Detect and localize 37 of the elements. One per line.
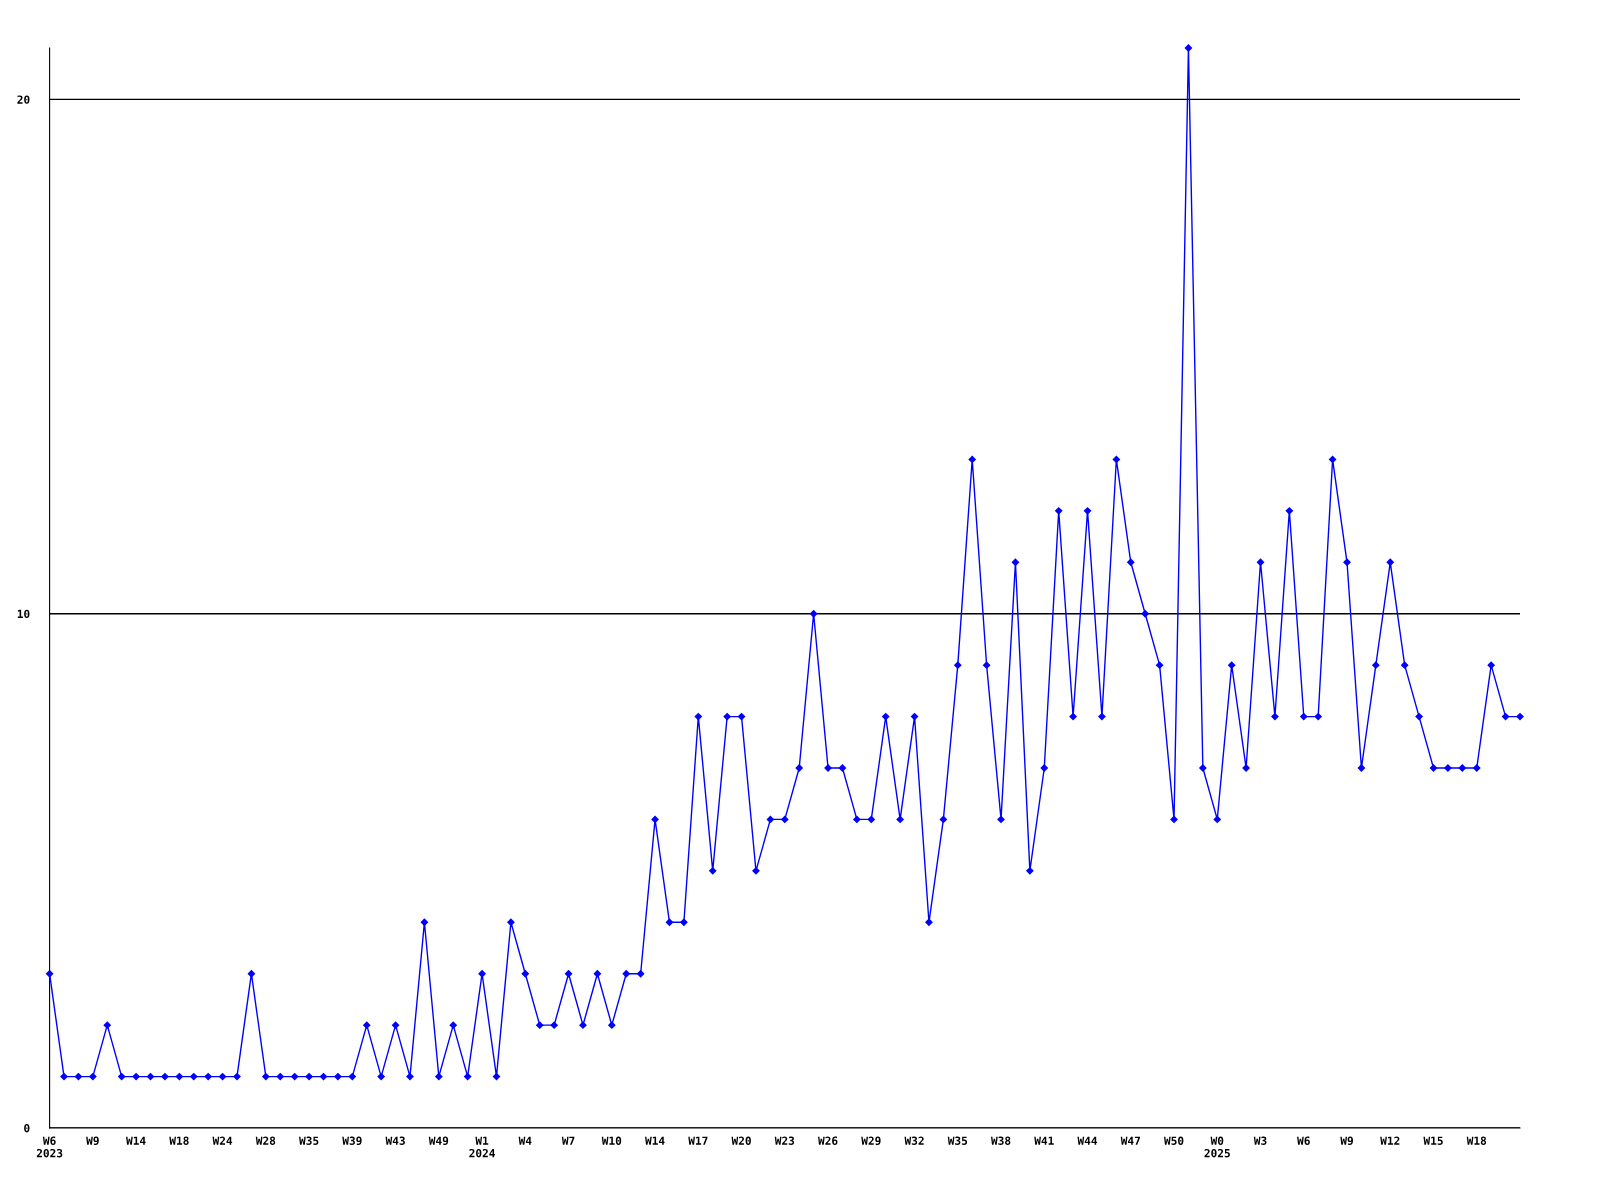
x-tick-label: W14	[126, 1136, 146, 1145]
x-tick-label: W7	[561, 1136, 575, 1145]
x-tick-label: W3	[1253, 1136, 1267, 1145]
x-tick-label: W28	[255, 1136, 276, 1145]
x-tick-label: W15	[1423, 1136, 1443, 1145]
x-tick-label: W17	[688, 1136, 708, 1145]
y-tick-label: 20	[17, 95, 30, 104]
x-tick-label: W47	[1120, 1136, 1140, 1145]
x-tick-label: W41	[1034, 1136, 1054, 1145]
x-tick-label: W49	[428, 1136, 449, 1145]
x-tick-label: W50	[1163, 1136, 1184, 1145]
x-tick-label: W24	[212, 1136, 233, 1145]
x-tick-label: W10	[601, 1136, 622, 1145]
x-tick-label: W35	[947, 1136, 968, 1145]
x-tick-label: W20	[731, 1136, 751, 1145]
x-tick-label: W6	[1297, 1136, 1310, 1145]
x-tick-label: W44	[1077, 1136, 1098, 1145]
x-tick-label: W32	[904, 1136, 924, 1145]
x-tick-label: W9	[1340, 1136, 1353, 1145]
x-tick-label: W1 2024	[469, 1136, 495, 1158]
x-tick-label: W35	[299, 1136, 319, 1145]
x-tick-label: W29	[861, 1136, 881, 1145]
y-tick-label: 0	[24, 1123, 30, 1133]
x-tick-label: W0 2025	[1204, 1136, 1230, 1158]
x-tick-label: W18	[1466, 1136, 1487, 1145]
x-tick-label: W39	[342, 1136, 362, 1145]
x-tick-label: W6 2023	[36, 1136, 63, 1158]
x-tick-label: W12	[1380, 1136, 1400, 1145]
x-tick-label: W9	[86, 1136, 99, 1145]
y-tick-label: 10	[17, 609, 30, 619]
x-tick-label: W38	[991, 1136, 1011, 1145]
x-tick-label: W43	[385, 1136, 405, 1145]
x-tick-label: W23	[774, 1136, 795, 1145]
x-tick-label: W14	[645, 1136, 665, 1145]
x-tick-label: W18	[169, 1136, 189, 1145]
x-tick-label: W4	[518, 1136, 532, 1145]
x-tick-label: W26	[818, 1136, 838, 1145]
